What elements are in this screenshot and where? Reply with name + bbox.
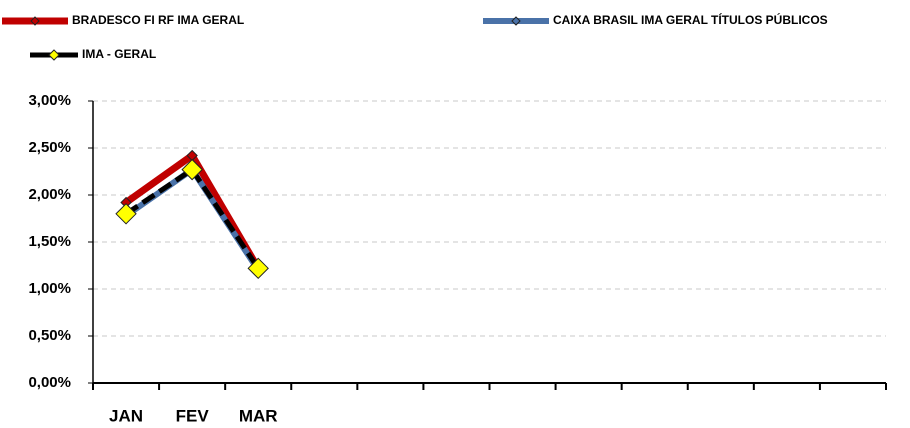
- y-tick-label: 1,50%: [28, 233, 71, 250]
- legend-label: CAIXA BRASIL IMA GERAL TÍTULOS PÚBLICOS: [553, 12, 828, 27]
- marker: [247, 257, 269, 280]
- y-tick-label: 3,00%: [28, 92, 71, 109]
- y-tick-label: 1,00%: [28, 280, 71, 297]
- series-line: [124, 167, 261, 270]
- y-tick-label: 2,00%: [28, 186, 71, 203]
- y-tick-label: 0,50%: [28, 327, 71, 344]
- legend-marker: [48, 49, 60, 61]
- marker: [181, 158, 203, 181]
- x-tick-label: JAN: [109, 406, 143, 425]
- y-tick-label: 0,00%: [28, 374, 71, 391]
- x-tick-label: FEV: [176, 406, 210, 425]
- legend-label: IMA - GERAL: [82, 47, 156, 61]
- y-tick-label: 2,50%: [28, 139, 71, 156]
- marker: [115, 203, 137, 225]
- x-tick-label: MAR: [239, 406, 278, 425]
- legend-label: BRADESCO FI RF IMA GERAL: [72, 13, 244, 27]
- legend-marker: [30, 16, 40, 26]
- legend-marker: [511, 16, 521, 26]
